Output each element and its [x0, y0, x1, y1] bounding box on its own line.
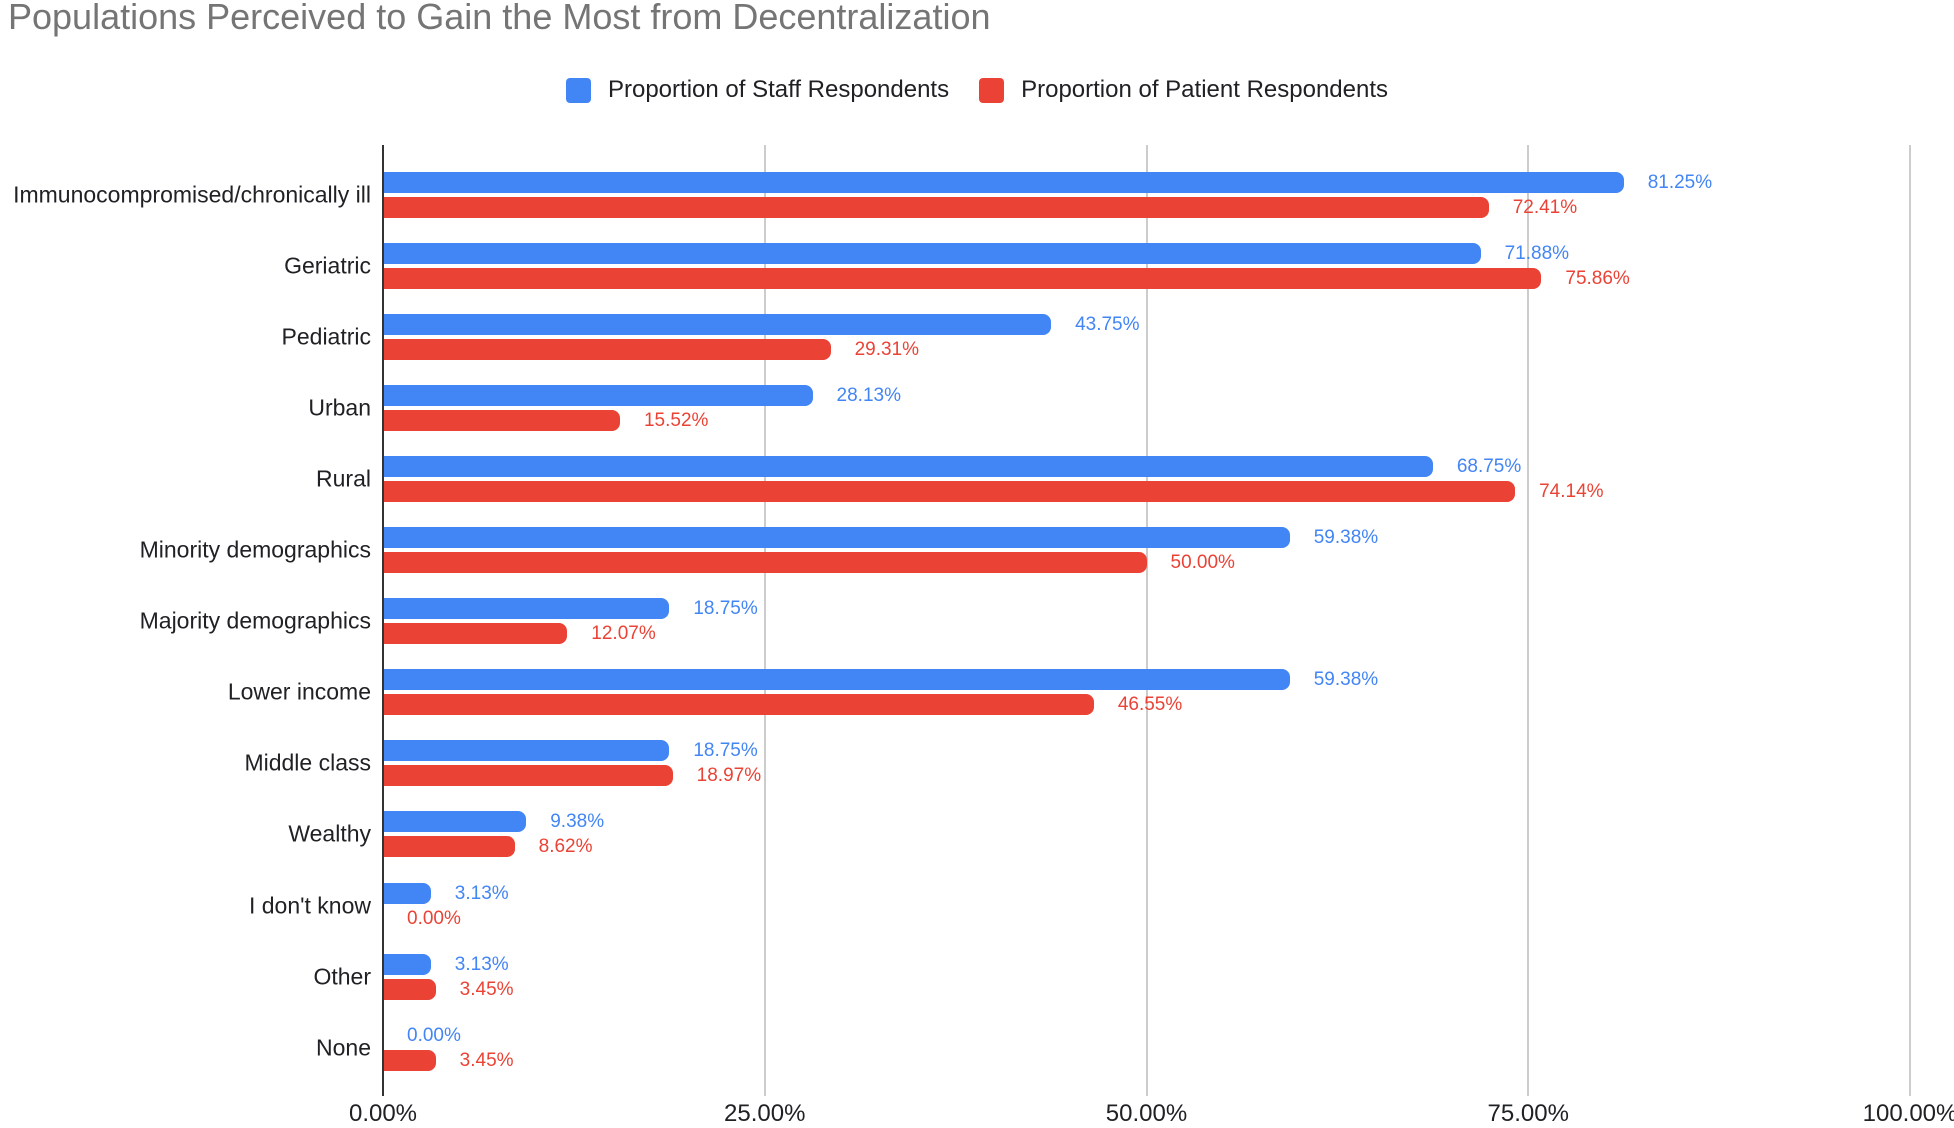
chart-title: Populations Perceived to Gain the Most f…	[8, 0, 991, 37]
staff-bar	[383, 811, 527, 833]
patient-bar	[383, 409, 620, 431]
gridline	[763, 145, 766, 1096]
patient-bar	[383, 623, 568, 645]
x-tick-label: 50.00%	[1105, 1100, 1188, 1127]
category-row: Majority demographics 18.75% 12.07%	[140, 586, 1910, 657]
category-row: Immunocompromised/chronically ill 81.25% 7…	[13, 159, 1910, 230]
staff-bar	[383, 527, 1290, 548]
legend-item-patient: Proportion of Patient Respondents	[979, 76, 1388, 104]
patient-bar	[383, 196, 1489, 218]
plot-area: Immunocompromised/chronically ill 81.25% 7…	[13, 145, 1911, 1096]
patient-value-label: 46.55%	[1117, 694, 1183, 716]
legend-label-patient: Proportion of Patient Respondents	[1021, 76, 1388, 103]
patient-value-label: 50.00%	[1170, 552, 1235, 573]
patient-value-label: 3.45%	[459, 1049, 514, 1071]
patient-bar	[383, 552, 1147, 573]
legend-item-staff: Proportion of Staff Respondents	[565, 76, 950, 104]
category-row: Wealthy 9.38% 8.62%	[288, 799, 1910, 870]
patient-value-label: 75.86%	[1565, 267, 1630, 289]
staff-value-label: 18.75%	[693, 598, 758, 620]
staff-value-label: 81.25%	[1647, 171, 1713, 193]
category-label: I don't know	[248, 892, 371, 919]
staff-bar	[383, 598, 670, 620]
staff-bar	[383, 171, 1624, 193]
staff-bar	[383, 242, 1481, 264]
x-tick-label: 0.00%	[348, 1100, 418, 1127]
category-row: Other 3.13% 3.45%	[313, 941, 1910, 1012]
patient-value-label: 29.31%	[854, 338, 920, 360]
staff-value-label: 59.38%	[1313, 669, 1379, 691]
category-label: Other	[313, 963, 371, 990]
category-label: Middle class	[244, 749, 371, 776]
category-row: Middle class 18.75% 18.97%	[244, 728, 1910, 799]
patient-value-label: 74.14%	[1539, 480, 1604, 502]
staff-value-label: 68.75%	[1456, 455, 1522, 477]
category-label: Immunocompromised/chronically ill	[13, 181, 371, 208]
patient-value-label: 15.52%	[643, 409, 709, 431]
patient-value-label: 12.07%	[591, 623, 656, 645]
category-label: Majority demographics	[139, 607, 371, 634]
patient-bar	[383, 765, 673, 787]
staff-value-label: 28.13%	[836, 384, 901, 406]
patient-value-label: 72.41%	[1512, 196, 1578, 218]
legend-label-staff: Proportion of Staff Respondents	[607, 76, 950, 103]
category-row: Pediatric 43.75% 29.31%	[282, 301, 1910, 372]
patient-bar	[383, 1049, 436, 1071]
category-row: Lower income 59.38% 46.55%	[228, 657, 1910, 728]
gridline	[1909, 145, 1911, 1096]
patient-value-label: 8.62%	[538, 836, 593, 858]
patient-value-label: 18.97%	[696, 765, 762, 787]
staff-value-label: 59.38%	[1313, 527, 1379, 548]
patient-value-label: 3.45%	[459, 978, 514, 1000]
category-label: Minority demographics	[139, 536, 371, 563]
category-row: Minority demographics 59.38% 50.00%	[140, 515, 1910, 586]
staff-bar	[383, 384, 813, 406]
gridline	[1527, 145, 1530, 1096]
staff-value-label: 0.00%	[407, 1024, 461, 1046]
staff-bar	[383, 953, 431, 975]
category-label: Urban	[308, 394, 371, 421]
category-label: Pediatric	[281, 323, 371, 350]
patient-bar	[383, 338, 831, 360]
category-row: None 0.00% 3.45%	[316, 1012, 1910, 1083]
staff-bar	[383, 455, 1433, 477]
patient-value-label: 0.00%	[407, 907, 461, 929]
patient-bar	[383, 694, 1094, 716]
category-label: Wealthy	[288, 820, 371, 847]
staff-bar	[383, 669, 1290, 691]
x-tick-label: 25.00%	[724, 1100, 806, 1127]
category-label: None	[316, 1034, 371, 1061]
patient-series-swatch-icon	[979, 77, 1005, 103]
patient-bar	[383, 267, 1542, 289]
staff-bar	[383, 313, 1052, 335]
gridline	[1145, 145, 1148, 1096]
category-row: I don't know 3.13% 0.00%	[249, 870, 1910, 941]
staff-value-label: 71.88%	[1504, 242, 1570, 264]
staff-value-label: 3.13%	[454, 953, 509, 975]
staff-bar	[383, 882, 431, 904]
patient-bar	[383, 836, 515, 858]
legend: Proportion of Staff Respondents Proporti…	[0, 76, 1954, 104]
category-label: Geriatric	[284, 252, 371, 279]
category-row: Urban 28.13% 15.52%	[308, 372, 1910, 443]
staff-value-label: 43.75%	[1075, 313, 1140, 335]
staff-value-label: 3.13%	[454, 882, 509, 904]
staff-value-label: 9.38%	[550, 811, 605, 833]
x-tick-label: 100.00%	[1862, 1100, 1954, 1127]
category-label: Rural	[316, 465, 371, 492]
staff-series-swatch-icon	[565, 77, 591, 103]
category-label: Lower income	[227, 678, 371, 705]
category-row: Rural 68.75% 74.14%	[316, 443, 1910, 514]
x-tick-label: 75.00%	[1487, 1100, 1569, 1127]
staff-value-label: 18.75%	[693, 740, 758, 762]
x-axis: 0.00% 25.00% 50.00% 75.00% 100.00%	[349, 1100, 1954, 1128]
y-axis-line	[382, 145, 384, 1096]
staff-bar	[383, 740, 670, 762]
category-row: Geriatric 71.88% 75.86%	[284, 230, 1910, 301]
patient-bar	[383, 978, 436, 1000]
patient-bar	[383, 480, 1516, 502]
